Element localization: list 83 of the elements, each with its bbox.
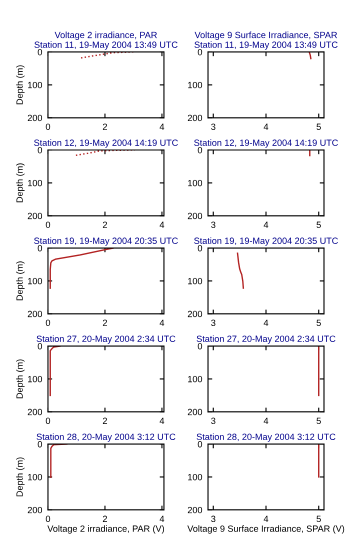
x-tick-label: 4 <box>160 320 164 326</box>
y-tick-label: 200 <box>28 310 42 318</box>
x-tick-label: 0 <box>46 222 50 228</box>
x-tick-label: 5 <box>316 418 321 424</box>
y-tick-label: 100 <box>28 474 42 480</box>
x-tick-label: 4 <box>264 124 268 130</box>
x-axis-title: Voltage 9 Surface Irradiance, SPAR (V) <box>187 525 344 534</box>
y-tick-label: 100 <box>188 376 202 382</box>
y-tick-label: 100 <box>28 278 42 284</box>
y-tick-label: 100 <box>188 474 202 480</box>
x-tick-label: 3 <box>211 320 216 326</box>
y-axis-title: Depth (m) <box>16 457 25 496</box>
chart-title: Station 27, 20-May 2004 2:34 UTC <box>36 335 176 344</box>
y-axis-title: Depth (m) <box>16 163 25 202</box>
chart-title: Station 27, 20-May 2004 2:34 UTC <box>196 335 336 344</box>
y-tick-label: 0 <box>38 244 42 252</box>
y-tick-label: 0 <box>38 343 42 350</box>
y-tick-label: 0 <box>198 48 202 56</box>
y-axis-title: Depth (m) <box>16 261 25 300</box>
x-tick-label: 4 <box>264 320 268 326</box>
chart-title: Voltage 2 irradiance, PAR <box>54 32 157 40</box>
y-tick-label: 0 <box>38 146 42 154</box>
x-tick-label: 2 <box>102 222 108 228</box>
line-series <box>50 248 114 289</box>
x-tick-label: 4 <box>160 516 164 522</box>
y-axis-title: Depth (m) <box>16 359 25 398</box>
chart-title: Station 19, 19-May 2004 20:35 UTC <box>194 237 338 246</box>
chart-title: Station 28, 20-May 2004 3:12 UTC <box>196 433 336 442</box>
y-tick-label: 200 <box>28 506 42 514</box>
x-tick-label: 2 <box>102 320 108 326</box>
y-tick-label: 0 <box>198 343 202 350</box>
x-tick-label: 0 <box>46 516 50 522</box>
x-tick-label: 3 <box>211 418 216 424</box>
y-axis-title: Depth (m) <box>16 65 25 104</box>
x-tick-label: 4 <box>160 124 164 130</box>
y-tick-label: 200 <box>28 114 42 122</box>
line-series <box>50 346 61 396</box>
y-tick-label: 0 <box>38 441 42 448</box>
chart-title: Station 12, 19-May 2004 14:19 UTC <box>34 139 178 148</box>
y-tick-label: 0 <box>198 146 202 154</box>
x-tick-label: 3 <box>211 222 216 228</box>
x-tick-label: 4 <box>160 222 164 228</box>
y-tick-label: 0 <box>198 244 202 252</box>
y-tick-label: 200 <box>28 408 42 416</box>
x-tick-label: 4 <box>160 418 164 424</box>
x-tick-label: 0 <box>46 320 50 326</box>
y-tick-label: 100 <box>188 82 202 88</box>
x-tick-label: 0 <box>46 124 50 130</box>
x-axis-title: Voltage 2 irradiance, PAR (V) <box>47 525 164 534</box>
y-tick-label: 100 <box>28 82 42 88</box>
y-tick-label: 200 <box>188 114 202 122</box>
y-tick-label: 200 <box>28 212 42 220</box>
y-tick-label: 100 <box>28 180 42 186</box>
x-tick-label: 4 <box>264 222 268 228</box>
x-tick-label: 4 <box>264 516 268 522</box>
x-tick-label: 5 <box>316 222 321 228</box>
x-tick-label: 5 <box>316 124 321 130</box>
chart-title: Station 12, 19-May 2004 14:19 UTC <box>194 139 338 148</box>
y-tick-label: 200 <box>188 310 202 318</box>
x-tick-label: 5 <box>316 516 321 522</box>
chart-subtitle: Station 11, 19-May 2004 13:49 UTC <box>34 41 178 50</box>
y-tick-label: 200 <box>188 408 202 416</box>
y-tick-label: 0 <box>198 441 202 448</box>
x-tick-label: 3 <box>211 516 216 522</box>
x-tick-label: 0 <box>46 418 50 424</box>
y-tick-label: 100 <box>188 278 202 284</box>
y-tick-label: 100 <box>188 180 202 186</box>
y-tick-label: 200 <box>188 506 202 514</box>
y-tick-label: 200 <box>188 212 202 220</box>
x-tick-label: 2 <box>102 124 108 130</box>
y-tick-label: 100 <box>28 376 42 382</box>
x-tick-label: 3 <box>211 124 216 130</box>
chart-subtitle: Station 11, 19-May 2004 13:49 UTC <box>194 41 338 50</box>
x-tick-label: 5 <box>316 320 321 326</box>
line-series <box>50 444 68 478</box>
x-tick-label: 4 <box>264 418 268 424</box>
chart-title: Station 19, 19-May 2004 20:35 UTC <box>34 237 178 246</box>
line-series <box>236 252 244 289</box>
y-tick-label: 0 <box>38 48 42 56</box>
x-tick-label: 2 <box>102 418 108 424</box>
chart-title: Voltage 9 Surface Irradiance, SPAR <box>194 32 338 40</box>
x-tick-label: 2 <box>102 516 108 522</box>
chart-title: Station 28, 20-May 2004 3:12 UTC <box>36 433 176 442</box>
